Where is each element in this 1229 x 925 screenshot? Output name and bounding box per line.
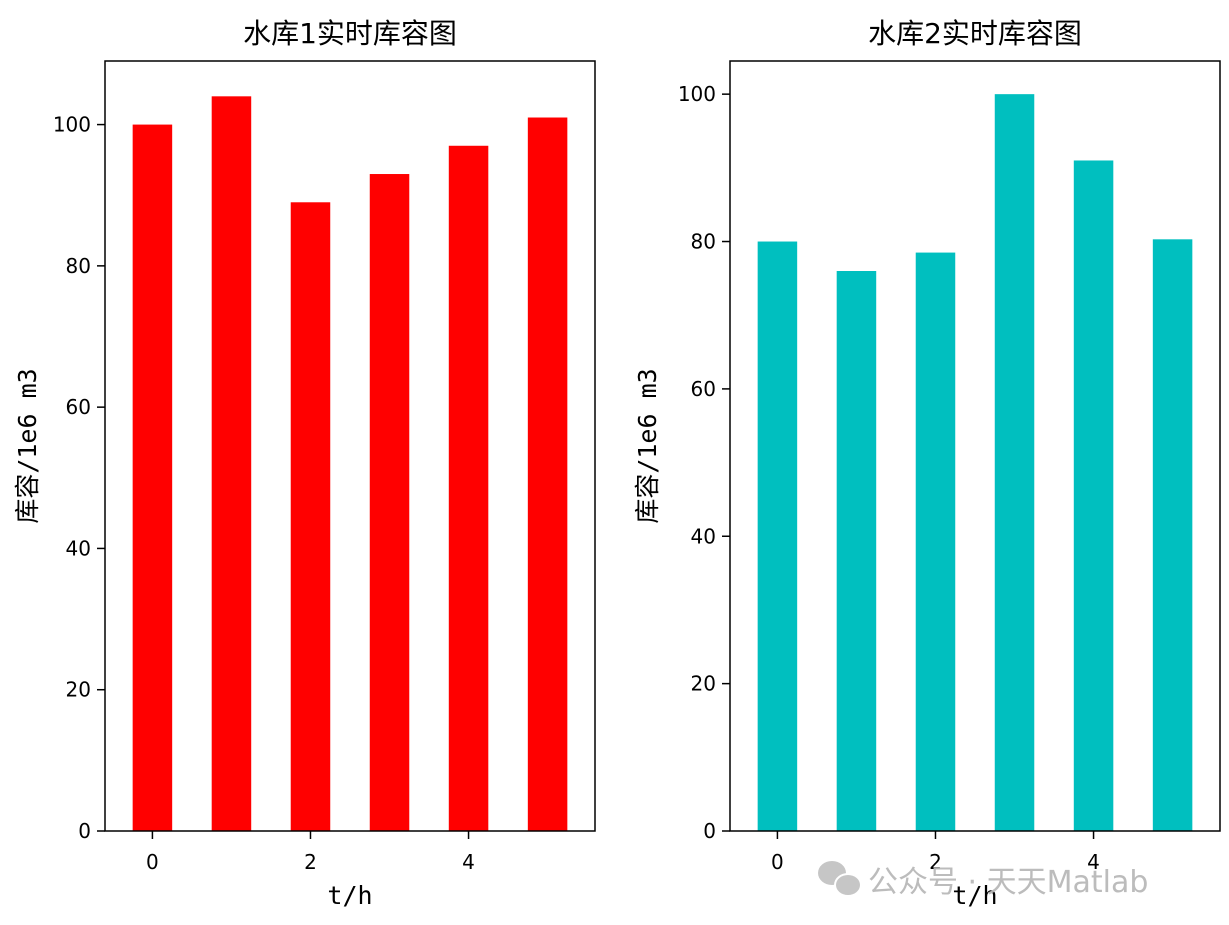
chart-title: 水库1实时库容图 [243, 17, 457, 50]
bar-t1 [836, 271, 877, 831]
bar-t1 [211, 96, 252, 831]
y-tick-label: 20 [66, 678, 91, 702]
x-axis-label: t/h [952, 881, 997, 910]
chart-title: 水库2实时库容图 [868, 17, 1082, 50]
y-ticks: 0 20 40 60 80 100 [53, 113, 105, 843]
y-tick-label: 0 [78, 819, 91, 843]
bar-t2 [290, 202, 331, 831]
plot-frame [729, 60, 1221, 832]
x-tick-label: 0 [771, 850, 784, 874]
y-axis-label: 库容/1e6 m3 [13, 368, 42, 523]
x-tick-label: 4 [1087, 850, 1100, 874]
bar-t0 [757, 241, 798, 832]
bar-t4 [448, 145, 489, 832]
y-tick-label: 0 [703, 819, 716, 843]
bar-t5 [527, 117, 568, 831]
y-tick-label: 100 [53, 113, 91, 137]
bar-t5 [1152, 239, 1193, 831]
bar-t0 [132, 124, 173, 831]
watermark-text: 公众号 · 天天Matlab [868, 865, 1149, 900]
x-axis-label: t/h [327, 881, 372, 910]
y-tick-label: 20 [691, 672, 716, 696]
bars [757, 94, 1193, 832]
x-tick-label: 2 [304, 850, 317, 874]
y-ticks: 0 20 40 60 80 100 [678, 82, 730, 843]
x-tick-label: 2 [929, 850, 942, 874]
x-ticks: 0 2 4 [771, 831, 1100, 874]
bars [132, 96, 568, 832]
bar-t3 [369, 174, 410, 831]
y-tick-label: 60 [691, 377, 716, 401]
x-tick-label: 0 [146, 850, 159, 874]
y-tick-label: 80 [66, 254, 91, 278]
watermark: 公众号 · 天天Matlab [818, 857, 1148, 901]
wechat-icon [818, 861, 862, 897]
bar-t4 [1073, 160, 1114, 831]
y-tick-label: 100 [678, 82, 716, 106]
y-tick-label: 40 [66, 536, 91, 560]
y-tick-label: 40 [691, 524, 716, 548]
x-tick-label: 4 [462, 850, 475, 874]
y-axis-label: 库容/1e6 m3 [633, 368, 662, 523]
chart-reservoir-1: 水库1实时库容图 0 20 40 60 80 100 0 2 4 t/h 库容/1e6 m3 [13, 17, 596, 910]
chart-reservoir-2: 水库2实时库容图 0 20 40 60 80 100 0 2 4 t/h 库容/1e6 m3 [633, 17, 1221, 910]
bar-t2 [915, 252, 956, 831]
y-tick-label: 80 [691, 230, 716, 254]
y-tick-label: 60 [66, 395, 91, 419]
plot-frame [104, 60, 596, 832]
bar-t3 [994, 94, 1035, 831]
x-ticks: 0 2 4 [146, 831, 475, 874]
